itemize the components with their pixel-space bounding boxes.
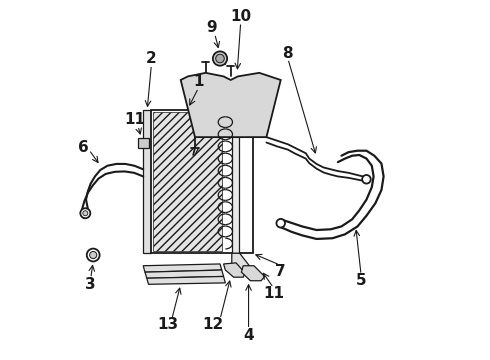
- Bar: [138, 138, 148, 148]
- Text: 11: 11: [263, 286, 284, 301]
- Circle shape: [83, 211, 88, 216]
- Polygon shape: [145, 270, 223, 278]
- Circle shape: [216, 54, 224, 63]
- Polygon shape: [242, 266, 265, 281]
- Text: 5: 5: [356, 273, 367, 288]
- Bar: [143, 111, 151, 253]
- Circle shape: [80, 208, 90, 218]
- Polygon shape: [223, 263, 245, 277]
- Circle shape: [213, 51, 227, 66]
- Text: 6: 6: [78, 140, 89, 156]
- Circle shape: [276, 219, 285, 228]
- Polygon shape: [232, 253, 252, 273]
- Text: 13: 13: [158, 317, 179, 332]
- Text: 9: 9: [206, 19, 217, 35]
- Bar: [232, 111, 239, 253]
- Text: 4: 4: [243, 328, 254, 343]
- Text: 10: 10: [230, 9, 251, 24]
- Circle shape: [87, 249, 99, 261]
- Bar: [151, 111, 253, 253]
- Polygon shape: [147, 276, 225, 284]
- Text: 3: 3: [85, 277, 96, 292]
- Text: 7: 7: [275, 264, 285, 279]
- Circle shape: [362, 175, 371, 184]
- Circle shape: [90, 251, 97, 258]
- Bar: [153, 112, 222, 251]
- Text: 12: 12: [202, 317, 223, 332]
- Text: 8: 8: [283, 46, 293, 61]
- Polygon shape: [143, 264, 222, 272]
- Text: 11: 11: [124, 112, 146, 127]
- Polygon shape: [181, 73, 281, 137]
- Text: 1: 1: [194, 74, 204, 89]
- Text: 2: 2: [146, 51, 157, 66]
